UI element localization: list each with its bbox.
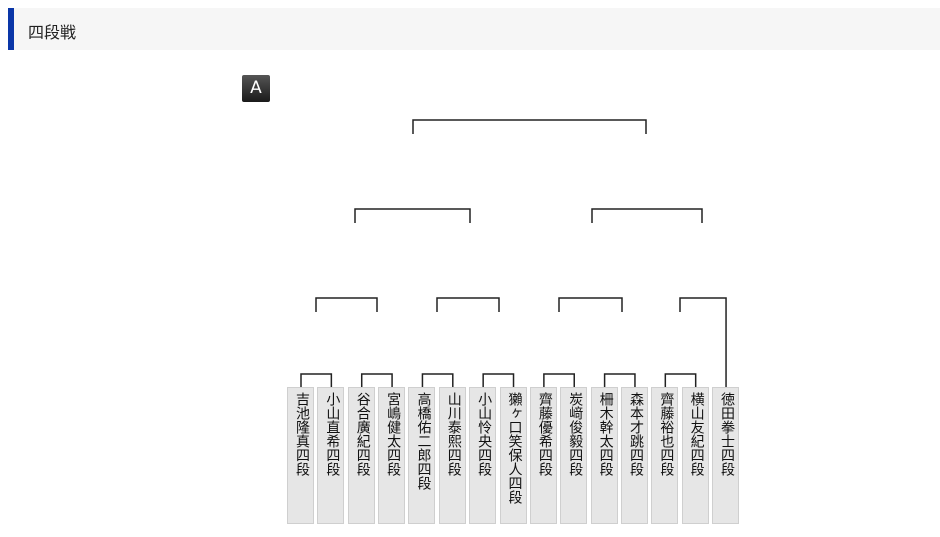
player-name: 小山怜央四段 [476, 392, 493, 476]
section-title: 四段戦 [28, 23, 77, 42]
player-box: 高橋佑二郎四段 [408, 387, 436, 524]
player-box: 小山直希四段 [317, 387, 345, 524]
bracket-round3 [354, 208, 471, 223]
player-name: 森本才跳四段 [627, 392, 644, 476]
player-name: 齊藤裕也四段 [658, 392, 675, 476]
player-name: 柵木幹太四段 [597, 392, 614, 476]
bracket-round1 [360, 373, 393, 387]
block-a-badge[interactable]: A [242, 75, 270, 102]
player-name: 小山直希四段 [324, 392, 341, 476]
player-box: 齊藤優希四段 [529, 387, 557, 524]
player-box: 森本才跳四段 [620, 387, 648, 524]
player-name: 横山友紀四段 [688, 392, 705, 476]
player-box: 横山友紀四段 [681, 387, 709, 524]
bracket-final [412, 119, 647, 134]
player-name: 山川泰熙四段 [445, 392, 462, 476]
player-name: 吉池隆真四段 [294, 392, 310, 476]
player-box: 吉池隆真四段 [287, 387, 314, 524]
player-box: 柵木幹太四段 [590, 387, 618, 524]
bracket-round1 [300, 373, 333, 387]
bracket-round1 [543, 373, 575, 387]
bracket-round1 [603, 373, 636, 387]
bracket-round1 [664, 373, 697, 387]
bracket-round3 [591, 208, 703, 223]
player-name: 徳田拳士四段 [719, 392, 736, 476]
player-box: 宮嶋健太四段 [378, 387, 406, 524]
bracket-round1 [421, 373, 454, 387]
player-box: 炭﨑俊毅四段 [560, 387, 588, 524]
player-name: 獺ヶ口笑保人四段 [506, 392, 523, 504]
player-name: 宮嶋健太四段 [385, 392, 402, 476]
bracket-round2 [558, 297, 623, 312]
player-box: 齊藤裕也四段 [651, 387, 679, 524]
player-name: 高橋佑二郎四段 [415, 392, 432, 490]
player-box: 獺ヶ口笑保人四段 [499, 387, 527, 524]
player-box: 徳田拳士四段 [712, 387, 740, 524]
section-header: 四段戦 [8, 8, 940, 50]
player-name: 谷合廣紀四段 [354, 392, 371, 476]
bracket-round2 [436, 297, 500, 312]
player-box: 小山怜央四段 [469, 387, 497, 524]
player-box: 山川泰熙四段 [438, 387, 466, 524]
player-box: 谷合廣紀四段 [347, 387, 375, 524]
bracket-round2 [679, 297, 727, 387]
player-name: 炭﨑俊毅四段 [567, 392, 584, 476]
bracket-round2 [315, 297, 378, 312]
player-name: 齊藤優希四段 [536, 392, 553, 476]
bracket-round1 [482, 373, 515, 387]
